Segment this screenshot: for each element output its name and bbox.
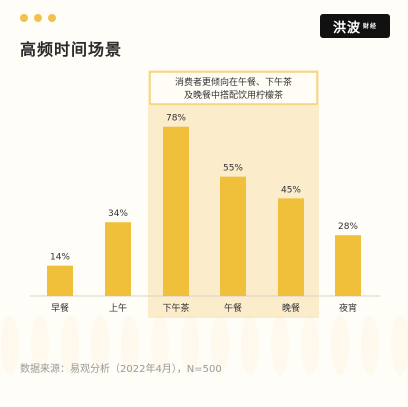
x-tick-label-3: 午餐 — [224, 302, 242, 314]
callout-line2: 及晚餐中搭配饮用柠檬茶 — [184, 89, 283, 101]
dot-icon — [20, 14, 28, 22]
decor-glow — [151, 315, 169, 375]
data-source-note: 数据来源：易观分析（2022年4月），N=500 — [20, 364, 222, 375]
data-label-2: 78% — [166, 114, 186, 124]
data-label-3: 55% — [223, 164, 243, 174]
decor-glow — [391, 315, 408, 375]
decor-glow — [241, 315, 259, 375]
window-dots — [20, 14, 56, 22]
logo-text: 洪波 — [332, 20, 361, 36]
callout-box — [149, 71, 318, 105]
decor-glow — [361, 315, 379, 375]
x-tick-label-4: 晚餐 — [282, 302, 300, 314]
data-label-1: 34% — [108, 209, 128, 219]
bar-1 — [105, 222, 131, 296]
bar-4 — [278, 198, 304, 296]
data-label-5: 28% — [338, 222, 358, 232]
callout-line1: 消费者更倾向在午餐、下午茶 — [175, 76, 292, 88]
decor-glow — [61, 315, 79, 375]
decor-glow — [181, 315, 199, 375]
decor-glow — [211, 315, 229, 375]
decor-glow — [1, 315, 19, 375]
data-label-4: 45% — [281, 185, 301, 195]
x-tick-label-1: 上午 — [109, 302, 127, 314]
data-label-0: 14% — [50, 253, 70, 263]
decor-glow — [271, 315, 289, 375]
bar-3 — [220, 176, 246, 296]
x-tick-label-0: 早餐 — [51, 302, 69, 314]
decor-glow — [121, 315, 139, 375]
dot-icon — [48, 14, 56, 22]
decor-glow — [331, 315, 349, 375]
bar-2 — [163, 126, 189, 297]
x-tick-label-2: 下午茶 — [162, 302, 189, 314]
brand-logo: 洪波 财经 — [320, 14, 390, 38]
x-tick-label-5: 夜宵 — [339, 302, 357, 314]
decor-glow — [31, 315, 49, 375]
decor-glow — [91, 315, 109, 375]
bar-0 — [47, 265, 73, 296]
dot-icon — [34, 14, 42, 22]
chart-title: 高频时间场景 — [20, 40, 123, 59]
logo-sub: 财经 — [363, 22, 378, 30]
decor-glow — [301, 315, 319, 375]
bar-5 — [335, 235, 361, 296]
